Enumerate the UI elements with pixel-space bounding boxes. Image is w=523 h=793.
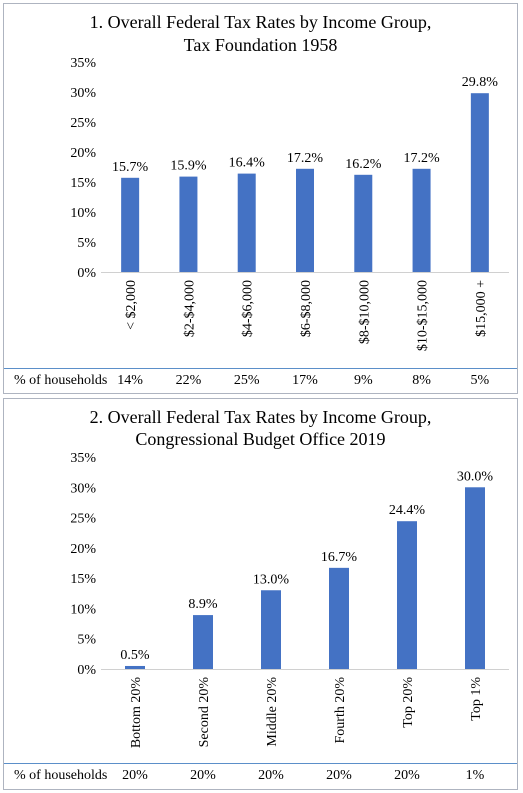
- households-row-1958: % of households 14% 22% 25% 17% 9% 8% 5%: [4, 368, 517, 391]
- data-label: 15.7%: [112, 160, 149, 175]
- bar-chart-1958: 1. Overall Federal Tax Rates by Income G…: [70, 12, 509, 351]
- bar: [237, 173, 256, 272]
- data-label: 17.2%: [287, 151, 324, 166]
- households-value: 20%: [326, 768, 352, 783]
- category-label: $2-$4,000: [182, 280, 197, 337]
- chart-panel-1958: 1. Overall Federal Tax Rates by Income G…: [3, 3, 518, 394]
- data-label: 0.5%: [120, 648, 150, 663]
- category-label: Top 20%: [401, 677, 416, 728]
- y-tick-label: 30%: [70, 86, 96, 101]
- data-label: 13.0%: [253, 572, 290, 587]
- data-label: 15.9%: [170, 159, 207, 174]
- y-tick-label: 10%: [70, 206, 96, 221]
- households-value: 22%: [175, 373, 202, 388]
- households-label: % of households: [14, 768, 108, 783]
- category-label: Second 20%: [197, 677, 212, 748]
- y-tick-label: 15%: [70, 176, 96, 191]
- households-value: 1%: [465, 768, 485, 783]
- households-value: 17%: [292, 373, 318, 388]
- category-label: $8-$10,000: [357, 280, 372, 344]
- bar: [193, 615, 213, 669]
- households-row-2019: % of households 20% 20% 20% 20% 20% 1%: [4, 763, 517, 786]
- households-value: 20%: [190, 768, 216, 783]
- y-tick-label: 10%: [70, 602, 96, 617]
- households-value: 20%: [394, 768, 420, 783]
- data-label: 16.7%: [321, 550, 358, 565]
- data-label: 16.4%: [229, 156, 266, 171]
- bar: [296, 168, 314, 272]
- households-value: 9%: [353, 373, 373, 388]
- category-label: $10-$15,000: [416, 280, 431, 351]
- chart-title-line-1: 1. Overall Federal Tax Rates by Income G…: [90, 12, 432, 32]
- chart-title-line-2: Congressional Budget Office 2019: [135, 429, 385, 449]
- data-label: 16.2%: [345, 157, 382, 172]
- chart-panel-2019: 2. Overall Federal Tax Rates by Income G…: [3, 398, 518, 790]
- bar: [397, 521, 417, 669]
- households-value: 20%: [122, 768, 148, 783]
- y-tick-label: 0%: [77, 266, 96, 281]
- bar: [354, 174, 373, 272]
- category-label: $4-$6,000: [241, 280, 256, 337]
- category-label: $6-$8,000: [299, 280, 314, 337]
- households-value: 5%: [470, 373, 490, 388]
- bar: [412, 168, 431, 272]
- y-tick-label: 0%: [77, 663, 96, 678]
- y-tick-label: 30%: [70, 481, 96, 496]
- bar: [121, 177, 140, 272]
- y-tick-label: 25%: [70, 512, 96, 527]
- category-label: Middle 20%: [265, 677, 280, 747]
- bar: [125, 665, 145, 669]
- y-tick-label: 35%: [70, 451, 96, 466]
- data-label: 30.0%: [457, 469, 494, 484]
- households-value: 14%: [117, 373, 143, 388]
- bar: [179, 176, 198, 272]
- y-tick-label: 35%: [70, 56, 96, 71]
- households-label: % of households: [14, 373, 108, 388]
- data-label: 17.2%: [403, 151, 440, 166]
- y-tick-label: 5%: [77, 633, 96, 648]
- data-label: 29.8%: [462, 75, 499, 90]
- data-label: 8.9%: [188, 597, 218, 612]
- category-label: Bottom 20%: [129, 677, 144, 749]
- households-value: 8%: [412, 373, 431, 388]
- bar: [470, 93, 489, 272]
- households-value: 20%: [258, 768, 284, 783]
- y-tick-label: 20%: [70, 146, 96, 161]
- chart-title-line-1: 2. Overall Federal Tax Rates by Income G…: [90, 407, 432, 427]
- households-value: 25%: [233, 373, 260, 388]
- data-label: 24.4%: [389, 503, 426, 518]
- y-tick-label: 5%: [77, 236, 96, 251]
- category-label: Fourth 20%: [333, 677, 348, 744]
- bar-chart-2019: 2. Overall Federal Tax Rates by Income G…: [70, 407, 509, 749]
- category-label: < $2,000: [124, 280, 139, 330]
- y-tick-label: 25%: [70, 116, 96, 131]
- category-label: Top 1%: [469, 677, 484, 721]
- y-tick-label: 20%: [70, 542, 96, 557]
- y-tick-label: 15%: [70, 572, 96, 587]
- bar: [465, 487, 485, 669]
- chart-title-line-2: Tax Foundation 1958: [184, 35, 338, 55]
- category-label: $15,000 +: [474, 280, 489, 337]
- bar: [329, 567, 349, 669]
- bar: [261, 590, 281, 669]
